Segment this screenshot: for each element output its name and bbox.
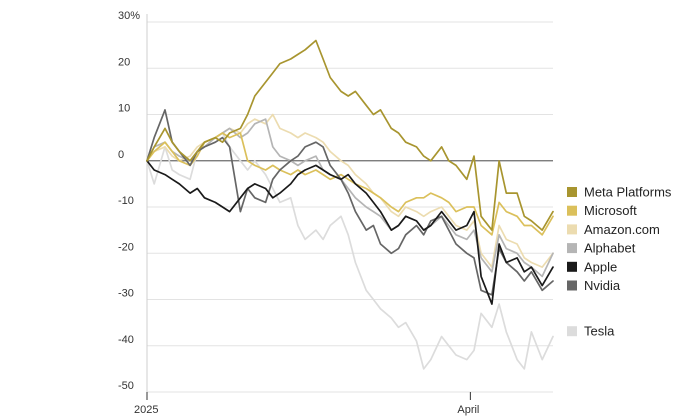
legend-label: Meta Platforms — [584, 185, 672, 200]
series-line-microsoft — [146, 132, 554, 236]
gridlines — [147, 21, 553, 393]
y-tick-label: -40 — [118, 334, 134, 346]
legend-swatch — [567, 243, 577, 254]
y-tick-label: 20 — [118, 56, 130, 68]
y-tick-label: 0 — [118, 149, 124, 161]
x-tick-label: 2025 — [134, 404, 158, 416]
legend-swatch — [567, 205, 577, 216]
legend-label: Tesla — [584, 324, 615, 339]
legend-label: Microsoft — [584, 203, 637, 218]
y-tick-label: 30% — [118, 10, 140, 22]
y-tick-label: -20 — [118, 241, 134, 253]
legend-swatch — [567, 326, 577, 337]
series-line-nvidia — [146, 109, 554, 296]
legend-label: Alphabet — [584, 241, 636, 256]
legend-swatch — [567, 224, 577, 235]
legend-label: Nvidia — [584, 278, 621, 293]
series-lines — [146, 39, 554, 370]
legend-swatch — [567, 261, 577, 272]
x-tick-label: April — [457, 404, 479, 416]
legend-label: Apple — [584, 259, 617, 274]
series-line-meta-platforms — [146, 39, 554, 231]
legend: Meta Platforms Microsoft Amazon.com Alphabe… — [567, 185, 672, 339]
series-line-apple — [146, 159, 554, 305]
legend-label: Amazon.com — [584, 222, 660, 237]
legend-swatch — [567, 187, 577, 197]
y-tick-label: 10 — [118, 103, 130, 115]
y-tick-label: -50 — [118, 380, 134, 392]
y-tick-label: -30 — [118, 288, 134, 300]
y-tick-label: -10 — [118, 195, 134, 207]
legend-swatch — [567, 280, 577, 291]
